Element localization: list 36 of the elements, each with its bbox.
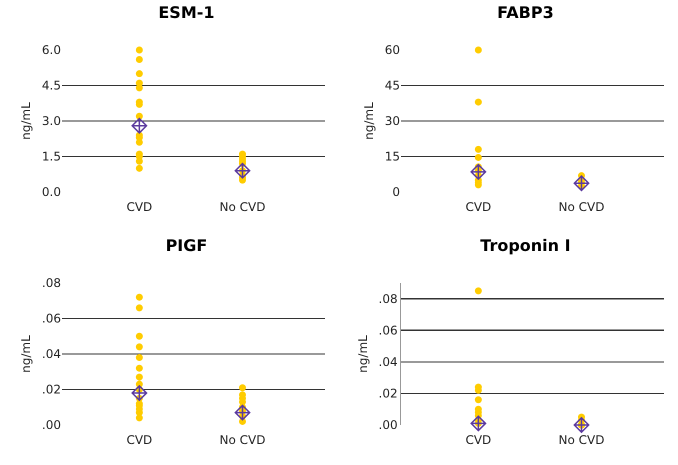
y-tick-label: .04 bbox=[42, 347, 61, 362]
chart-title: FABP3 bbox=[497, 3, 554, 22]
y-tick-label: 45 bbox=[384, 78, 400, 93]
y-tick-label: .06 bbox=[378, 324, 398, 338]
y-tick-label: .04 bbox=[378, 355, 398, 370]
x-tick-label: No CVD bbox=[558, 200, 604, 214]
y-tick-label: .00 bbox=[42, 418, 61, 432]
y-tick-label: .08 bbox=[42, 276, 61, 290]
chart-title: ESM-1 bbox=[158, 3, 215, 22]
y-tick-label: 4.5 bbox=[42, 78, 61, 93]
y-tick-label: .06 bbox=[42, 312, 61, 326]
y-axis-title: ng/mL bbox=[362, 102, 376, 140]
x-tick-label: No CVD bbox=[220, 433, 266, 447]
chart-title: PIGF bbox=[166, 236, 208, 256]
y-tick-label: 0.0 bbox=[42, 185, 61, 200]
y-tick-label: 30 bbox=[384, 114, 400, 128]
x-tick-label: No CVD bbox=[558, 433, 604, 447]
x-tick-label: CVD bbox=[126, 200, 152, 214]
x-tick-label: CVD bbox=[465, 433, 492, 447]
chart-title: Troponin I bbox=[480, 236, 571, 256]
x-tick-label: CVD bbox=[126, 433, 152, 447]
y-axis-title: ng/mL bbox=[19, 102, 34, 140]
y-axis-title: ng/mL bbox=[356, 334, 370, 373]
y-tick-label: 0 bbox=[392, 185, 400, 200]
y-tick-label: .02 bbox=[42, 382, 61, 397]
x-tick-label: No CVD bbox=[220, 200, 266, 214]
y-axis-title: ng/mL bbox=[19, 334, 34, 373]
y-tick-label: .02 bbox=[378, 386, 398, 401]
y-tick-label: 6.0 bbox=[42, 43, 61, 58]
y-tick-label: 15 bbox=[384, 150, 400, 164]
y-tick-label: 3.0 bbox=[42, 114, 61, 128]
y-tick-label: 60 bbox=[384, 43, 400, 58]
y-tick-label: .08 bbox=[378, 292, 398, 306]
x-tick-label: CVD bbox=[465, 200, 492, 214]
y-tick-label: 1.5 bbox=[42, 150, 61, 164]
y-tick-label: .00 bbox=[378, 418, 398, 432]
